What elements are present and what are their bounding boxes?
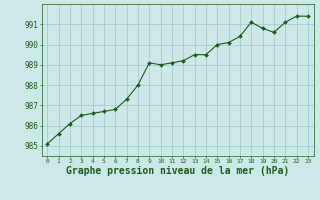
X-axis label: Graphe pression niveau de la mer (hPa): Graphe pression niveau de la mer (hPa) xyxy=(66,166,289,176)
